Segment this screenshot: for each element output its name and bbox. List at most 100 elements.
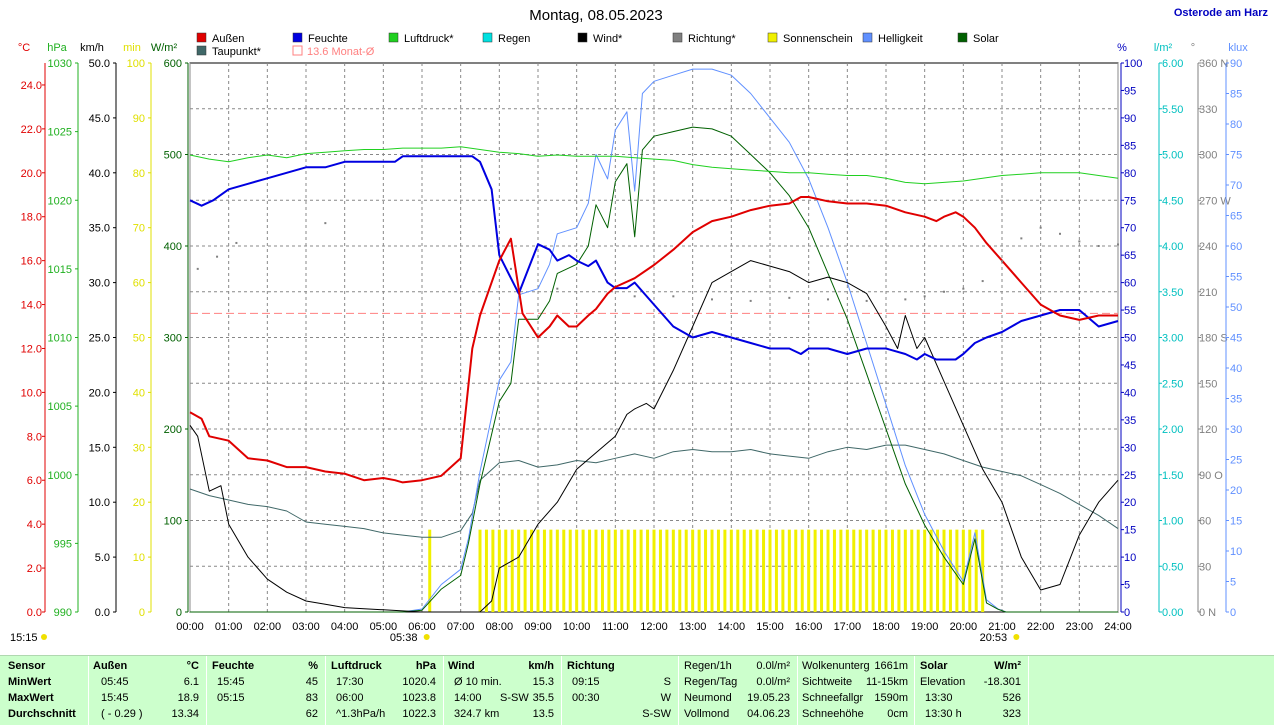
axis-tick-label: 0 <box>1230 607 1236 619</box>
axis-tick-label: 15 <box>1230 516 1242 528</box>
stats-header-wind: Wind <box>448 660 475 672</box>
x-tick-label: 01:00 <box>215 621 243 633</box>
series-außen <box>189 196 1118 484</box>
direction-point <box>235 241 238 244</box>
stats-wolken: 1661m <box>874 660 908 672</box>
x-tick-label: 13:00 <box>679 621 707 633</box>
legend-label: Helligkeit <box>878 33 923 45</box>
direction-point <box>1020 237 1023 240</box>
axis-tick-label: 1030 <box>48 58 72 70</box>
direction-point <box>1097 245 1100 247</box>
direction-point <box>633 295 636 298</box>
sunshine-bar <box>936 529 940 612</box>
sunshine-bar <box>555 529 559 612</box>
axis-tick-label: 12.0 <box>21 343 42 355</box>
direction-point <box>1117 243 1119 246</box>
stats-feuchte-min-time: 15:45 <box>217 676 245 688</box>
grid <box>189 62 1119 613</box>
direction-point <box>865 299 868 302</box>
sunshine-bar <box>588 529 592 612</box>
direction-point <box>1078 240 1081 243</box>
sunshine-bar <box>504 529 508 612</box>
sunshine-bar <box>491 529 495 612</box>
sunshine-bar <box>749 529 753 612</box>
axis-tick-label: 80 <box>133 168 145 180</box>
stats-wolken-col: Wolkenunterg 1661m Sichtweite 11-15km Schn… <box>798 656 913 725</box>
stats-header-sensor: Sensor <box>8 660 46 672</box>
stats-solar-max: 526 <box>1002 692 1021 704</box>
stats-regen-1h: 0.0l/m² <box>756 660 790 672</box>
sunshine-bar <box>710 529 714 612</box>
x-tick-label: 16:00 <box>795 621 823 633</box>
axis-tick-label: 20.0 <box>89 387 110 399</box>
sunshine-bar <box>839 529 843 612</box>
sunshine-bar <box>968 529 972 612</box>
axis-tick-label: 90 O <box>1199 470 1223 482</box>
axis-tick-label: 4.0 <box>27 519 42 531</box>
axis-tick-label: 0 <box>1124 607 1130 619</box>
axis-tick-label: 360 N <box>1199 58 1228 70</box>
axis-tick-label: 25 <box>1124 470 1136 482</box>
stats-feuchte-max-time: 05:15 <box>217 692 245 704</box>
sunshine-bar <box>768 529 772 612</box>
axis-tick-label: 50.0 <box>89 58 110 70</box>
legend-label: Luftdruck* <box>404 33 454 45</box>
axis-tick-label: 55 <box>1124 305 1136 317</box>
direction-point <box>1039 226 1042 229</box>
axis-tick-label: 0 N <box>1199 607 1216 619</box>
axis-tick-label: 20 <box>1230 485 1242 497</box>
sunshine-bar <box>736 529 740 612</box>
direction-point <box>711 298 713 301</box>
axis-tick-label: 60 <box>1199 516 1211 528</box>
series-luftdruck <box>189 146 1119 185</box>
axis-tick-label: 3.50 <box>1162 287 1183 299</box>
legend-swatch <box>577 32 588 43</box>
legend-label: Regen <box>498 33 530 45</box>
stats-solar-col: Solar W/m² Elevation -18.301 13:30 526 13:3… <box>915 656 1027 725</box>
sunshine-bar <box>742 529 746 612</box>
axis-tick-label: 45 <box>1230 333 1242 345</box>
axis-tick-label: 85 <box>1230 89 1242 101</box>
axis-tick-label: 75 <box>1124 195 1136 207</box>
stats-feuchte-avg: 62 <box>305 708 318 720</box>
corner-time: 15:15 <box>10 632 38 644</box>
direction-point <box>788 296 791 299</box>
axes: °C 0.0 2.0 4.0 6.0 8.0 10.0 12.0 14.0 16.0 18.0 20.… <box>18 42 1248 619</box>
axis-tick-label: 22.0 <box>21 124 42 136</box>
stats-luftdruck-trend: ^1.3hPa/h <box>336 708 386 720</box>
x-tick-label: 06:00 <box>408 621 436 633</box>
stats-luftdruck-avg: 1022.3 <box>402 708 436 720</box>
stats-row-avg: Durchschnitt <box>8 708 76 720</box>
legend-label: 13.6 Monat-Ø <box>307 46 375 58</box>
axis-tick-label: 50 <box>1230 302 1242 314</box>
stats-luftdruck-min: 1020.4 <box>402 676 436 688</box>
stats-solar-avg: 323 <box>1002 708 1021 720</box>
sunshine-bar <box>794 529 798 612</box>
axis-tick-label: 0.0 <box>95 607 110 619</box>
axis-unit: l/m² <box>1154 42 1173 54</box>
axis-tick-label: 90 <box>133 113 145 125</box>
x-tick-label: 12:00 <box>640 621 668 633</box>
axis-tick-label: 10 <box>133 552 145 564</box>
sunshine-bar <box>478 529 482 612</box>
series-helligkeit <box>190 68 1118 613</box>
stats-panel: Sensor MinWert MaxWert Durchschnitt Auße… <box>0 655 1274 725</box>
axis-tick-label: 1025 <box>48 127 72 139</box>
stats-aussen-trend: ( - 0.29 ) <box>101 708 143 720</box>
axis-unit: W/m² <box>151 42 178 54</box>
time-marker-label: 05:38 <box>390 632 418 644</box>
sunshine-bar <box>890 529 894 612</box>
legend-swatch <box>196 45 207 56</box>
sunshine-bar <box>832 529 836 612</box>
series-taupunkt <box>189 444 1119 538</box>
axis-tick-label: 2.50 <box>1162 378 1183 390</box>
x-tick-label: 07:00 <box>447 621 475 633</box>
sunshine-bar <box>684 529 688 612</box>
axis-tick-label: 1015 <box>48 264 72 276</box>
stats-neumond-label: Neumond <box>684 692 732 704</box>
stats-row-max: MaxWert <box>8 692 54 704</box>
legend-label: Wind* <box>593 33 623 45</box>
sunshine-bar <box>613 529 617 612</box>
axis-tick-label: 0.00 <box>1162 607 1183 619</box>
x-tick-label: 08:00 <box>486 621 514 633</box>
